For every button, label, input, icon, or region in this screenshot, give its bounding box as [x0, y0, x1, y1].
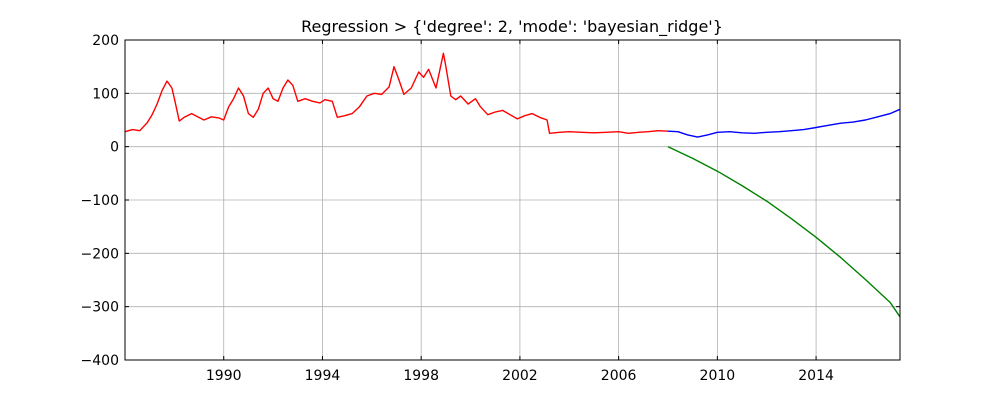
x-tick-label: 1998	[403, 368, 439, 384]
x-tick-label: 2010	[700, 368, 736, 384]
x-tick-label: 2014	[798, 368, 834, 384]
y-tick-label: −400	[81, 353, 119, 369]
chart-title: Regression > {'degree': 2, 'mode': 'baye…	[301, 17, 723, 37]
grid	[125, 39, 900, 361]
y-tick-label: −100	[81, 193, 119, 209]
series-group	[124, 52, 901, 318]
series-line-1	[124, 52, 669, 135]
series-line-3	[667, 146, 901, 318]
y-tick-label: 0	[110, 140, 119, 156]
series-line-2	[667, 108, 901, 138]
x-tick-label: 1990	[206, 368, 242, 384]
y-tick-label: −200	[81, 246, 119, 262]
x-tick-label: 1994	[305, 368, 341, 384]
y-tick-label: 100	[92, 86, 119, 102]
y-tick-label: 200	[92, 33, 119, 49]
x-tick-label: 2002	[502, 368, 538, 384]
y-axis: 200 100 0 −100 −200 −300 −400	[81, 33, 900, 369]
x-tick-label: 2006	[601, 368, 637, 384]
x-axis: 1990 1994 1998 2002 2006 2010 2014	[206, 40, 834, 384]
y-tick-label: −300	[81, 300, 119, 316]
